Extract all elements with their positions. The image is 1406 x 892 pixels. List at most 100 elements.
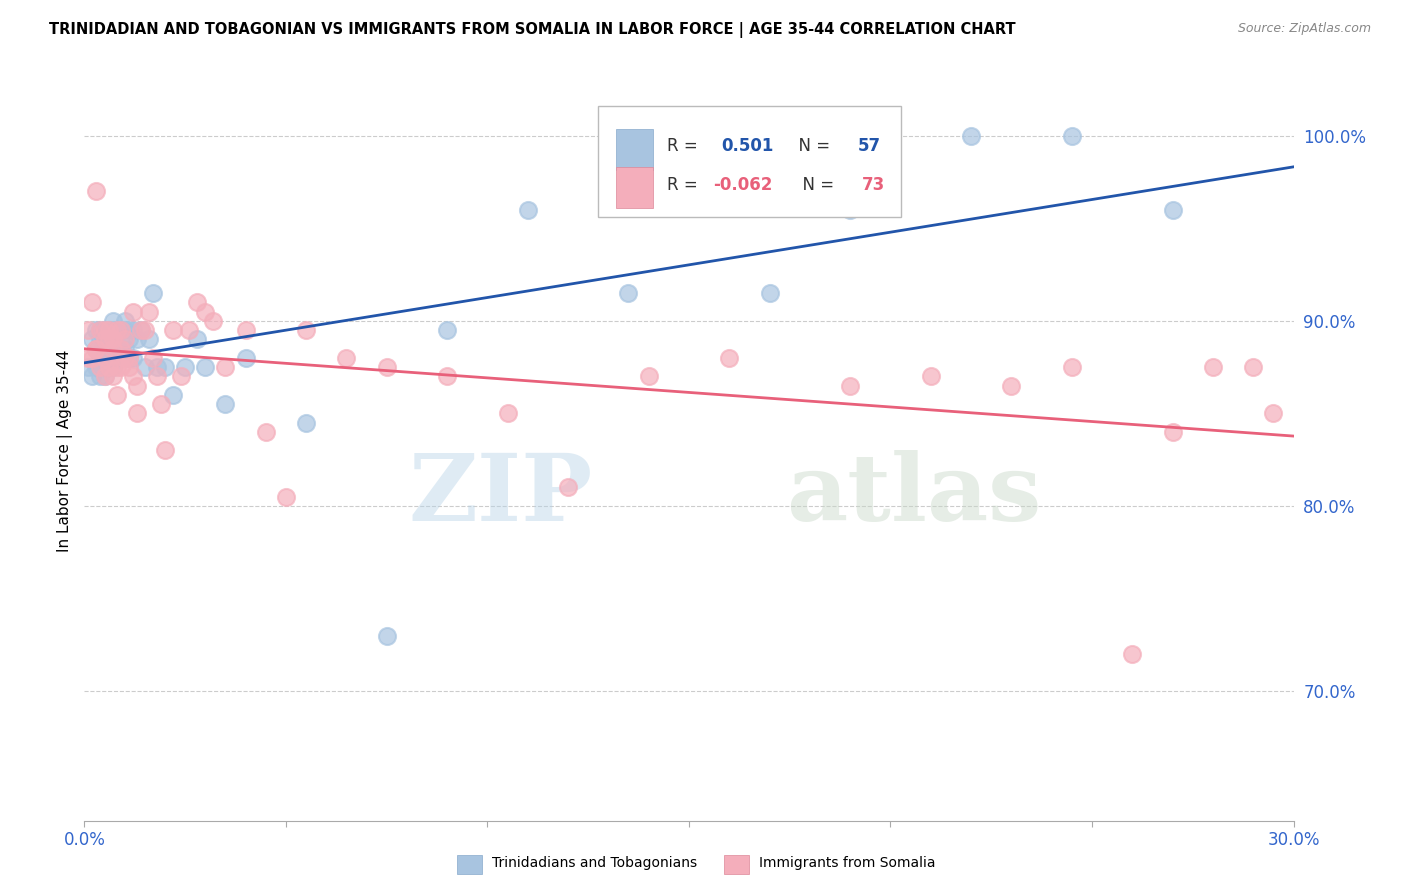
Point	[114, 314, 136, 328]
Point	[138, 304, 160, 318]
Point	[89, 323, 111, 337]
Point	[93, 332, 115, 346]
Text: Immigrants from Somalia: Immigrants from Somalia	[759, 856, 936, 871]
Point	[97, 323, 120, 337]
Point	[101, 360, 124, 375]
Point	[235, 323, 257, 337]
Point	[436, 369, 458, 384]
Text: TRINIDADIAN AND TOBAGONIAN VS IMMIGRANTS FROM SOMALIA IN LABOR FORCE | AGE 35-44: TRINIDADIAN AND TOBAGONIAN VS IMMIGRANTS…	[49, 22, 1015, 38]
Point	[118, 360, 141, 375]
Point	[93, 360, 115, 375]
Point	[617, 286, 640, 301]
Point	[86, 323, 108, 337]
Point	[121, 351, 143, 365]
Point	[138, 332, 160, 346]
Point	[274, 490, 297, 504]
Point	[170, 369, 193, 384]
Point	[960, 128, 983, 143]
Point	[77, 360, 100, 375]
Point	[254, 425, 277, 439]
Point	[758, 286, 780, 301]
Point	[101, 323, 124, 337]
Point	[93, 351, 115, 365]
Point	[89, 332, 111, 346]
Bar	[616, 168, 652, 208]
Point	[86, 360, 108, 375]
Point	[1060, 360, 1083, 375]
Text: N =: N =	[789, 137, 835, 155]
Point	[202, 314, 225, 328]
Point	[1241, 360, 1264, 375]
Point	[295, 416, 318, 430]
Point	[93, 369, 115, 384]
Point	[97, 332, 120, 346]
Point	[118, 351, 141, 365]
Point	[637, 369, 659, 384]
Point	[82, 332, 104, 346]
Point	[86, 342, 108, 356]
Point	[1121, 647, 1143, 661]
Point	[1263, 407, 1285, 421]
Point	[174, 360, 197, 375]
Point	[179, 323, 201, 337]
Point	[134, 360, 156, 375]
Point	[1202, 360, 1225, 375]
Point	[375, 360, 398, 375]
Text: Source: ZipAtlas.com: Source: ZipAtlas.com	[1237, 22, 1371, 36]
Point	[134, 323, 156, 337]
Point	[162, 323, 184, 337]
Point	[89, 360, 111, 375]
Point	[82, 351, 104, 365]
Point	[101, 314, 124, 328]
Point	[105, 342, 128, 356]
Point	[129, 323, 152, 337]
Point	[97, 323, 120, 337]
Point	[153, 360, 176, 375]
Point	[114, 332, 136, 346]
Point	[335, 351, 357, 365]
Point	[93, 342, 115, 356]
Point	[1000, 378, 1022, 392]
Point	[118, 351, 141, 365]
Point	[82, 295, 104, 310]
Point	[146, 369, 169, 384]
Point	[82, 369, 104, 384]
Text: Trinidadians and Tobagonians: Trinidadians and Tobagonians	[492, 856, 697, 871]
Point	[496, 407, 519, 421]
Point	[375, 629, 398, 643]
Point	[105, 360, 128, 375]
Text: 57: 57	[858, 137, 882, 155]
Point	[1161, 202, 1184, 217]
Point	[125, 332, 148, 346]
Point	[839, 202, 862, 217]
Point	[77, 351, 100, 365]
Point	[110, 323, 132, 337]
Point	[101, 342, 124, 356]
Point	[110, 323, 132, 337]
Point	[110, 342, 132, 356]
Text: ZIP: ZIP	[408, 450, 592, 540]
Point	[93, 323, 115, 337]
Point	[86, 342, 108, 356]
Point	[920, 369, 942, 384]
Point	[86, 185, 108, 199]
Point	[77, 323, 100, 337]
Point	[93, 323, 115, 337]
Point	[101, 369, 124, 384]
Point	[97, 351, 120, 365]
Text: N =: N =	[792, 176, 839, 194]
Point	[110, 360, 132, 375]
FancyBboxPatch shape	[599, 106, 901, 218]
Point	[114, 351, 136, 365]
Point	[125, 378, 148, 392]
Point	[1060, 128, 1083, 143]
Point	[186, 295, 208, 310]
Point	[436, 323, 458, 337]
Point	[105, 351, 128, 365]
Point	[129, 323, 152, 337]
Point	[105, 388, 128, 402]
Point	[101, 332, 124, 346]
Point	[125, 407, 148, 421]
Point	[86, 342, 108, 356]
Point	[214, 397, 236, 411]
